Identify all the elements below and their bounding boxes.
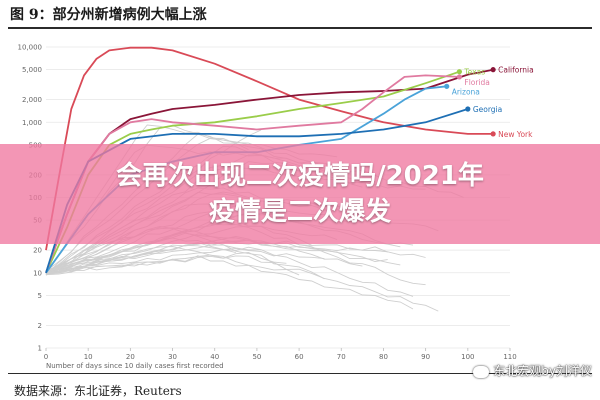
x-tick-label: 40	[210, 353, 219, 361]
x-axis-label: Number of days since 10 daily cases firs…	[46, 362, 224, 370]
x-tick-label: 80	[379, 353, 388, 361]
top-rule	[8, 27, 592, 29]
series-end-dot-california	[490, 67, 496, 73]
series-end-dot-arizona	[444, 83, 450, 89]
x-tick-label: 110	[503, 353, 516, 361]
x-tick-label: 50	[252, 353, 261, 361]
series-end-dot-georgia	[465, 106, 471, 112]
y-tick-label: 10	[33, 269, 42, 277]
series-end-dot-texas	[456, 69, 462, 75]
series-label-new-york: New York	[498, 130, 533, 139]
x-tick-label: 70	[337, 353, 346, 361]
overlay-headline: 会再次出现二次疫情吗/2021年 疫情是二次爆发	[0, 158, 600, 230]
chart-grid	[45, 46, 511, 351]
y-tick-label: 20	[33, 247, 42, 255]
series-label-florida: Florida	[464, 78, 490, 87]
headline-line-2: 疫情是二次爆发	[208, 197, 391, 227]
x-tick-label: 90	[421, 353, 430, 361]
background-line	[45, 252, 287, 276]
bottom-rule	[8, 373, 592, 374]
x-tick-label: 30	[168, 353, 177, 361]
x-tick-label: 60	[295, 353, 304, 361]
y-tick-label: 2,000	[22, 96, 42, 104]
series-label-texas: Texas	[463, 68, 485, 77]
background-line	[45, 246, 414, 297]
series-line-new-york	[45, 46, 494, 251]
y-tick-label: 1	[38, 345, 42, 353]
x-tick-label: 0	[44, 353, 48, 361]
y-tick-label: 5,000	[22, 66, 42, 74]
y-tick-label: 2	[38, 322, 42, 330]
x-tick-label: 100	[461, 353, 474, 361]
wechat-icon	[473, 365, 490, 378]
headline-line-1: 会再次出现二次疫情吗/2021年	[116, 161, 484, 191]
series-end-dot-florida	[456, 74, 462, 80]
x-tick-label: 20	[126, 353, 135, 361]
y-tick-label: 5	[38, 292, 42, 300]
figure-title: 图 9：部分州新增病例大幅上涨	[10, 7, 207, 23]
x-tick-label: 10	[84, 353, 93, 361]
overlay-banner	[0, 144, 600, 244]
series-label-california: California	[498, 66, 534, 75]
y-tick-label: 10,000	[18, 44, 43, 52]
source-note: 数据来源：东北证券，Reuters	[14, 384, 182, 398]
series-label-georgia: Georgia	[473, 105, 502, 114]
watermark-text: 东北宏观by刘洋仪	[493, 364, 592, 378]
x-tick-labels: 0 10 20 30 40 50 60 70 80 90 100 110	[44, 353, 517, 361]
series-label-arizona: Arizona	[452, 87, 480, 96]
y-tick-label: 1,000	[22, 119, 42, 127]
watermark: 东北宏观by刘洋仪	[473, 362, 592, 379]
series-end-dot-new-york	[490, 131, 496, 137]
background-line	[45, 255, 414, 310]
background-line	[45, 255, 439, 312]
